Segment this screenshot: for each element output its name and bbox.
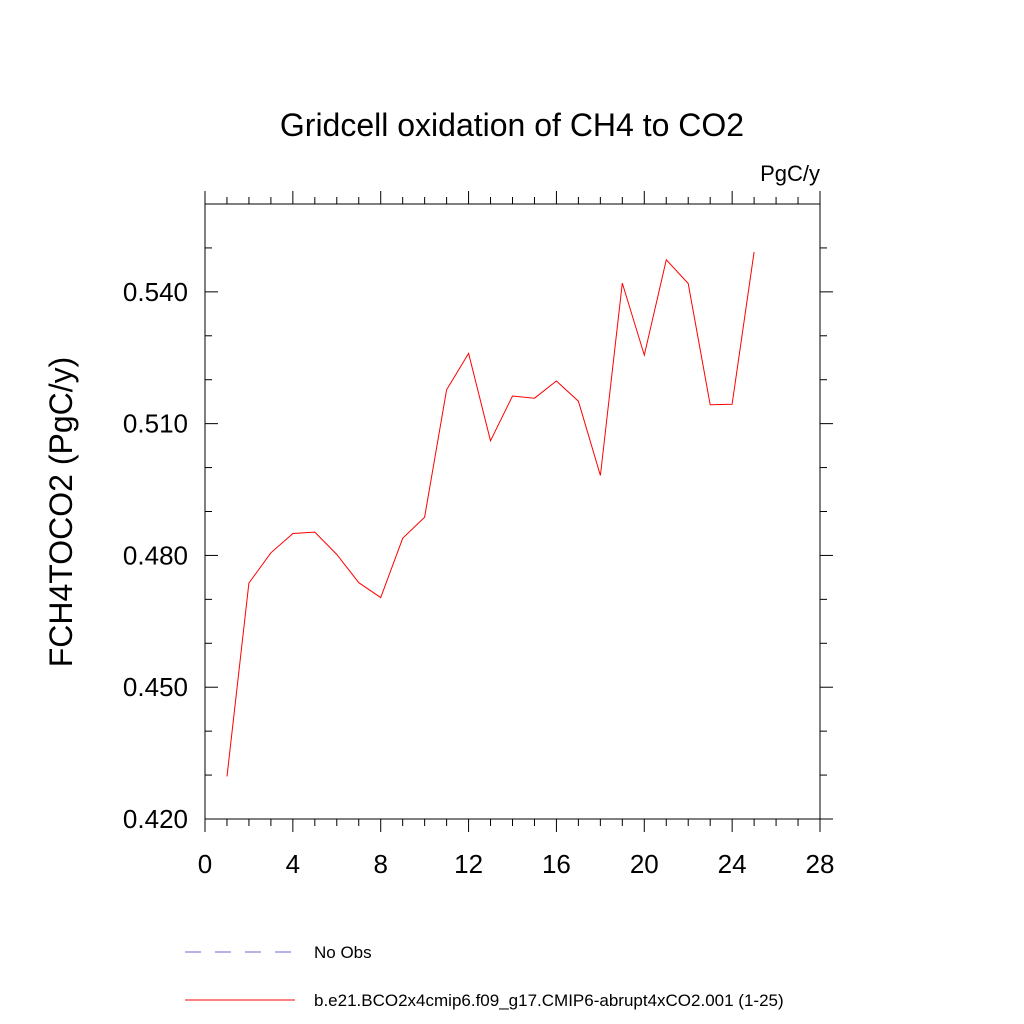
x-tick-label: 8 — [373, 849, 387, 879]
y-axis-label: FCH4TOCO2 (PgC/y) — [43, 357, 79, 668]
y-tick-label: 0.480 — [123, 540, 188, 570]
x-tick-label: 28 — [806, 849, 835, 879]
units-label: PgC/y — [760, 161, 820, 186]
plot-frame — [204, 203, 821, 820]
y-tick-label: 0.450 — [123, 672, 188, 702]
x-tick-label: 4 — [286, 849, 300, 879]
legend-label-no-obs: No Obs — [314, 943, 372, 962]
y-tick-label: 0.510 — [123, 409, 188, 439]
y-tick-label: 0.540 — [123, 277, 188, 307]
series-line-0 — [226, 251, 755, 777]
x-axis: 0 4 8 12 16 20 24 28 — [198, 191, 835, 879]
x-tick-label: 24 — [718, 849, 747, 879]
x-tick-label: 16 — [542, 849, 571, 879]
y-tick-label: 0.420 — [123, 804, 188, 834]
chart-title: Gridcell oxidation of CH4 to CO2 — [280, 107, 744, 143]
legend: No Obs b.e21.BCO2x4cmip6.f09_g17.CMIP6-a… — [185, 943, 784, 1010]
x-tick-label: 12 — [454, 849, 483, 879]
x-tick-label: 0 — [198, 849, 212, 879]
x-tick-label: 20 — [630, 849, 659, 879]
series-layer — [226, 251, 755, 777]
legend-label-model: b.e21.BCO2x4cmip6.f09_g17.CMIP6-abrupt4x… — [314, 991, 784, 1010]
y-axis: 0.420 0.450 0.480 0.510 0.540 — [123, 247, 833, 834]
